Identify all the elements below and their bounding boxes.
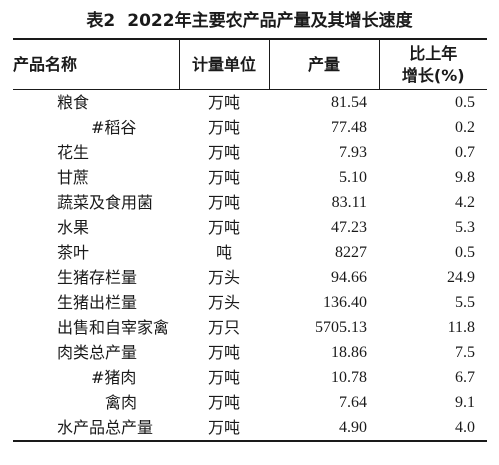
cell-unit: 万吨 bbox=[207, 193, 240, 212]
cell-product-name: 禽肉 bbox=[105, 393, 138, 412]
table-row: 甘蔗 万吨 5.10 9.8 bbox=[13, 165, 487, 190]
cell-unit: 万吨 bbox=[207, 218, 240, 237]
header-growth: 比上年 增长(%) bbox=[379, 38, 487, 90]
cell-output: 4.90 bbox=[269, 415, 379, 442]
cell-growth: 5.3 bbox=[455, 219, 475, 236]
cell-unit: 万吨 bbox=[207, 93, 240, 112]
cell-growth: 4.2 bbox=[455, 194, 475, 211]
cell-unit: 万头 bbox=[207, 293, 240, 312]
header-unit: 计量单位 bbox=[179, 38, 270, 90]
cell-unit: 万吨 bbox=[207, 118, 240, 137]
cell-growth: 0.5 bbox=[455, 94, 475, 111]
cell-growth: 4.0 bbox=[379, 415, 487, 442]
cell-output: 8227 bbox=[335, 244, 367, 261]
table-row: 蔬菜及食用菌 万吨 83.11 4.2 bbox=[13, 190, 487, 215]
table-row: 花生 万吨 7.93 0.7 bbox=[13, 140, 487, 165]
cell-unit: 万吨 bbox=[207, 368, 240, 387]
cell-growth: 7.5 bbox=[455, 344, 475, 361]
table-body: 粮食 万吨 81.54 0.5 #稻谷 万吨 77.48 0.2 花生 万吨 7.93 0.7 甘蔗 万吨… bbox=[13, 90, 487, 442]
header-growth-line1: 比上年 bbox=[409, 43, 458, 63]
table-header: 产品名称 计量单位 产量 比上年 增长(%) bbox=[13, 38, 487, 90]
cell-unit: 吨 bbox=[215, 243, 232, 262]
cell-product-name: 肉类总产量 bbox=[57, 343, 138, 362]
cell-unit: 万只 bbox=[207, 318, 240, 337]
cell-output: 94.66 bbox=[331, 269, 367, 286]
cell-unit: 万头 bbox=[207, 268, 240, 287]
cell-output: 47.23 bbox=[331, 219, 367, 236]
cell-growth: 0.2 bbox=[455, 119, 475, 136]
cell-unit: 万吨 bbox=[207, 143, 240, 162]
header-output: 产量 bbox=[269, 38, 380, 90]
cell-product-name: 茶叶 bbox=[57, 243, 90, 262]
cell-output: 5.10 bbox=[339, 169, 367, 186]
cell-product-name: 蔬菜及食用菌 bbox=[57, 193, 154, 212]
cell-growth: 5.5 bbox=[455, 294, 475, 311]
table-row: 水果 万吨 47.23 5.3 bbox=[13, 215, 487, 240]
table-row: 生猪存栏量 万头 94.66 24.9 bbox=[13, 265, 487, 290]
cell-output: 136.40 bbox=[323, 294, 367, 311]
table-row: #稻谷 万吨 77.48 0.2 bbox=[13, 115, 487, 140]
cell-output: 5705.13 bbox=[315, 319, 367, 336]
cell-growth: 11.8 bbox=[447, 319, 475, 336]
table-row: 禽肉 万吨 7.64 9.1 bbox=[13, 390, 487, 415]
cell-output: 10.78 bbox=[331, 369, 367, 386]
cell-product-name: #稻谷 bbox=[91, 118, 137, 137]
header-growth-line2: 增长(%) bbox=[401, 65, 465, 85]
cell-product-name: 粮食 bbox=[57, 93, 90, 112]
production-table: 产品名称 计量单位 产量 比上年 增长(%) 粮食 万吨 81.54 0.5 #稻谷 万吨… bbox=[13, 38, 487, 442]
cell-output: 83.11 bbox=[331, 194, 367, 211]
cell-product-name: #猪肉 bbox=[91, 368, 137, 387]
cell-growth: 0.5 bbox=[455, 244, 475, 261]
cell-product-name: 甘蔗 bbox=[57, 168, 90, 187]
table-row: 茶叶 吨 8227 0.5 bbox=[13, 240, 487, 265]
cell-product-name: 水果 bbox=[57, 218, 90, 237]
cell-output: 7.93 bbox=[339, 144, 367, 161]
cell-output: 18.86 bbox=[331, 344, 367, 361]
table-caption: 2022年主要农产品产量及其增长速度 bbox=[127, 11, 413, 31]
cell-output: 7.64 bbox=[339, 394, 367, 411]
cell-product-name: 出售和自宰家禽 bbox=[57, 318, 170, 337]
table-row: 生猪出栏量 万头 136.40 5.5 bbox=[13, 290, 487, 315]
cell-growth: 9.1 bbox=[455, 394, 475, 411]
cell-product-name: 生猪存栏量 bbox=[57, 268, 138, 287]
cell-output: 77.48 bbox=[331, 119, 367, 136]
cell-unit: 万吨 bbox=[207, 343, 240, 362]
table-row: 水产品总产量 万吨 4.90 4.0 bbox=[13, 415, 487, 442]
cell-growth: 6.7 bbox=[455, 369, 475, 386]
cell-product-name: 花生 bbox=[57, 143, 90, 162]
table-number: 表2 bbox=[86, 11, 116, 31]
header-product-name: 产品名称 bbox=[13, 38, 180, 90]
header-row: 产品名称 计量单位 产量 比上年 增长(%) bbox=[13, 38, 487, 90]
cell-product-name: 生猪出栏量 bbox=[57, 293, 138, 312]
cell-growth: 9.8 bbox=[455, 169, 475, 186]
cell-growth: 24.9 bbox=[447, 269, 475, 286]
table-row: #猪肉 万吨 10.78 6.7 bbox=[13, 365, 487, 390]
cell-product-name: 水产品总产量 bbox=[13, 415, 179, 442]
table-row: 粮食 万吨 81.54 0.5 bbox=[13, 90, 487, 116]
table-row: 肉类总产量 万吨 18.86 7.5 bbox=[13, 340, 487, 365]
cell-unit: 万吨 bbox=[207, 168, 240, 187]
table-row: 出售和自宰家禽 万只 5705.13 11.8 bbox=[13, 315, 487, 340]
cell-output: 81.54 bbox=[331, 94, 367, 111]
cell-unit: 万吨 bbox=[207, 393, 240, 412]
table-title: 表2 2022年主要农产品产量及其增长速度 bbox=[0, 6, 499, 31]
cell-unit: 万吨 bbox=[179, 415, 269, 442]
cell-growth: 0.7 bbox=[455, 144, 475, 161]
